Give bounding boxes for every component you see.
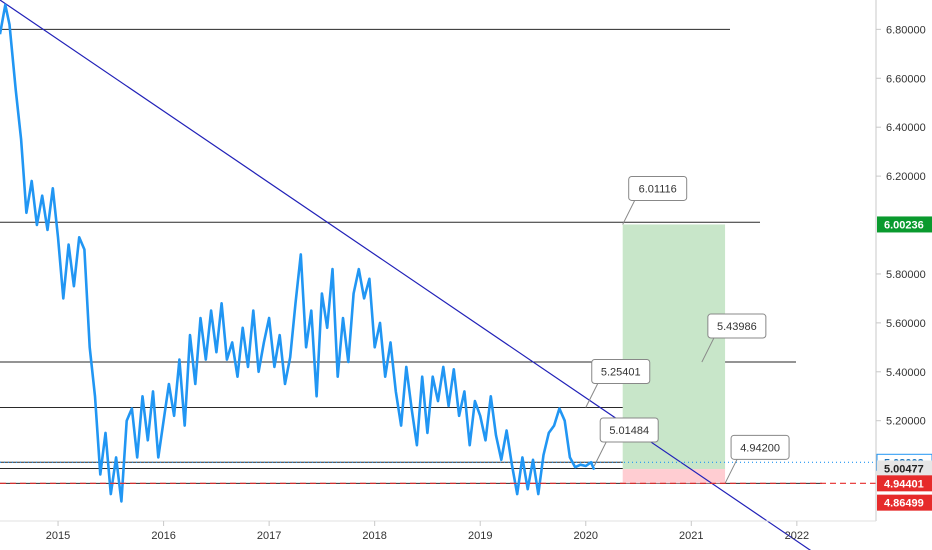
y-tick-label: 5.40000 [886,367,926,379]
price-series-line [0,3,596,503]
price-badge-box [877,460,932,477]
x-tick-label: 2016 [151,530,175,542]
callout-pointer [724,459,738,484]
callout-label: 6.01116 [639,183,677,195]
descending-trendline[interactable] [0,0,829,550]
x-tick-label: 2021 [679,530,703,542]
callout-label: 5.01484 [609,425,649,437]
price-badge-label: 4.86499 [884,498,924,510]
x-tick-label: 2015 [46,530,70,542]
callout-box [591,359,651,385]
price-callout: 5.25401 [585,359,651,408]
callout-box [628,175,688,201]
stop-loss-zone[interactable] [622,469,726,484]
price-line-layer [0,3,596,503]
y-tick-label: 5.60000 [886,318,926,330]
price-badge: 6.00236 [877,216,932,233]
callout-box [707,313,767,339]
price-callout: 4.94200 [724,434,790,484]
trendline-layer[interactable] [0,0,829,550]
x-tick-label: 2018 [362,530,386,542]
callout-box [599,417,659,443]
price-badge: 4.86499 [877,494,932,511]
y-tick-label: 6.80000 [886,24,926,36]
callout-pointer [622,200,636,225]
y-tick-label: 6.60000 [886,73,926,85]
callout-pointer [585,383,599,408]
price-badge: 4.94401 [877,475,932,492]
callout-label: 5.25401 [601,367,641,379]
x-tick-label: 2020 [574,530,598,542]
callout-pointer [701,337,715,363]
callout-box [730,434,790,460]
price-badge-label: 4.94401 [884,478,924,490]
x-tick-label: 2022 [785,530,809,542]
callout-label: 5.43986 [717,321,757,333]
price-callout: 6.01116 [622,175,688,225]
price-badge: 5.00477 [877,460,932,477]
y-tick-label: 6.40000 [886,122,926,134]
y-axis[interactable]: 6.80000 6.60000 6.40000 6.20000 5.80000 5.600… [876,24,926,428]
y-tick-label: 6.20000 [886,171,926,183]
price-callout: 5.01484 [593,417,659,467]
price-badge-box [877,216,932,233]
position-tool[interactable] [622,224,726,484]
y-tick-label: 5.20000 [886,416,926,428]
x-tick-label: 2019 [468,530,492,542]
x-axis[interactable]: 2015 2016 2017 2018 2019 2020 2021 2022 [46,521,809,542]
price-badge-label: 5.00477 [884,463,924,475]
price-badge-box [877,475,932,492]
price-badge-box [877,494,932,511]
price-badge-label: 6.00236 [884,219,924,231]
price-callout: 5.43986 [701,313,767,363]
callout-layer: 6.01116 5.43986 5.25401 5.01484 4.94200 [585,175,790,484]
x-tick-label: 2017 [257,530,281,542]
y-tick-label: 5.80000 [886,269,926,281]
callout-label: 4.94200 [740,442,780,454]
badge-lines [0,461,876,484]
